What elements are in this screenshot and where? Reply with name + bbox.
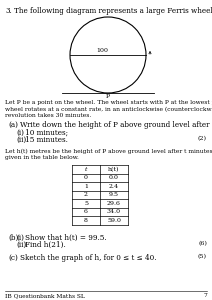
Text: Write down the height of P above ground level after: Write down the height of P above ground … [20, 121, 209, 129]
Text: 100: 100 [96, 49, 108, 53]
Text: 15 minutes.: 15 minutes. [25, 136, 68, 144]
Text: IB Questionbank Maths SL: IB Questionbank Maths SL [5, 293, 85, 298]
Text: (i): (i) [16, 129, 24, 137]
Text: 8: 8 [84, 218, 88, 223]
Text: 10 minutes;: 10 minutes; [25, 129, 68, 137]
Text: Let h(t) metres be the height of P above ground level after t minutes. Some valu: Let h(t) metres be the height of P above… [5, 149, 212, 154]
Text: 0: 0 [84, 175, 88, 180]
Text: P: P [106, 94, 110, 100]
Text: (i): (i) [16, 233, 24, 242]
Text: 3.: 3. [5, 7, 12, 15]
Text: revolution takes 30 minutes.: revolution takes 30 minutes. [5, 113, 91, 118]
Text: (b): (b) [8, 233, 18, 242]
Text: (ii): (ii) [16, 136, 26, 144]
Text: Show that h(t) = 99.5.: Show that h(t) = 99.5. [25, 233, 107, 242]
Text: wheel rotates at a constant rate, in an anticlockwise (counterclockwise) directi: wheel rotates at a constant rate, in an … [5, 106, 212, 112]
Text: Find h(21).: Find h(21). [25, 241, 66, 248]
Text: given in the table below.: given in the table below. [5, 155, 79, 160]
Text: (6): (6) [198, 241, 207, 246]
Text: 7: 7 [203, 293, 207, 298]
Text: 2.4: 2.4 [109, 184, 119, 189]
Text: 59.0: 59.0 [107, 218, 121, 223]
Text: 9.5: 9.5 [109, 192, 119, 197]
Text: 2: 2 [84, 192, 88, 197]
Text: (a): (a) [8, 121, 18, 129]
Text: Sketch the graph of h, for 0 ≤ t ≤ 40.: Sketch the graph of h, for 0 ≤ t ≤ 40. [20, 254, 156, 262]
Text: (ii): (ii) [16, 241, 26, 248]
Text: 6: 6 [84, 209, 88, 214]
Text: 5: 5 [84, 201, 88, 206]
Text: (c): (c) [8, 254, 18, 262]
Text: (5): (5) [198, 254, 207, 259]
Text: The following diagram represents a large Ferris wheel, with a diameter of 100 me: The following diagram represents a large… [14, 7, 212, 15]
Text: h(t): h(t) [108, 167, 120, 172]
Text: 34.0: 34.0 [107, 209, 121, 214]
Text: 1: 1 [84, 184, 88, 189]
Text: 0.0: 0.0 [109, 175, 119, 180]
Text: Let P be a point on the wheel. The wheel starts with P at the lowest point, at g: Let P be a point on the wheel. The wheel… [5, 100, 212, 105]
Text: (2): (2) [198, 136, 207, 141]
Text: t: t [85, 167, 87, 172]
Text: 29.6: 29.6 [107, 201, 121, 206]
